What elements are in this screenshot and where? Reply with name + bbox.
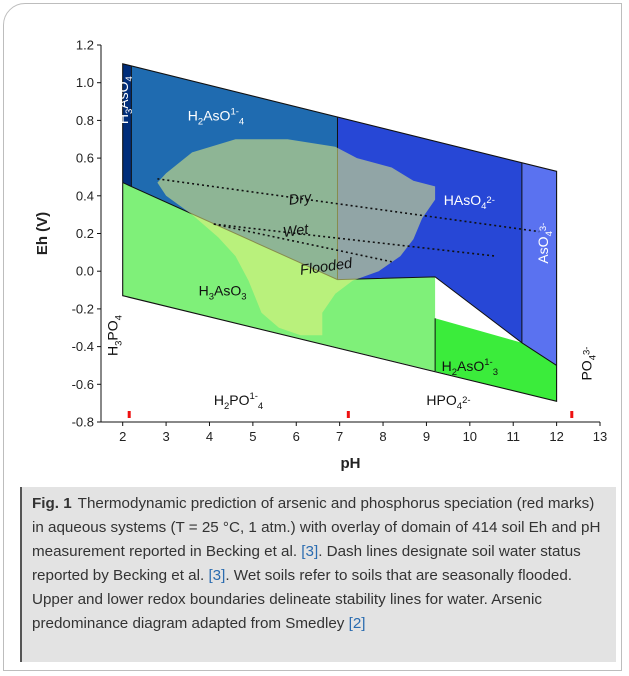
species-label-h2aso4: H2AsO1-4 [188,106,244,127]
status-line-wet [213,223,496,257]
region-aso4 [521,162,557,366]
x-axis-label: pH [341,455,361,472]
caption-ref-3[interactable]: [2] [348,615,366,632]
y-tick-label--0.2: -0.2 [72,301,94,316]
x-tick-label-13: 13 [593,429,607,444]
status-label-flooded: Flooded [299,256,354,279]
figure-caption: Fig. 1 Thermodynamic prediction of arseni… [20,487,616,662]
caption-text-1: Thermodynamic prediction of arsenic and … [32,495,601,560]
x-tick-label-4: 4 [206,429,213,444]
soil-status-lines: Dry Wet Flooded [157,178,540,279]
y-tick-label-0.4: 0.4 [76,188,94,203]
status-label-wet: Wet [282,222,310,242]
x-tick-label-10: 10 [463,429,477,444]
species-label-h3aso4: H3AsO4 [115,76,135,124]
x-tick-label-9: 9 [423,429,430,444]
species-label-h3po4: H3PO4 [104,315,124,356]
y-axis-label: Eh (V) [34,212,51,255]
x-tick-label-12: 12 [549,429,563,444]
species-label-h2aso3: H2AsO1-3 [442,357,498,378]
y-tick-label-1.0: 1.0 [76,75,94,90]
caption-text-2: . Dash lines designate soil water status… [32,543,581,584]
y-tick-label--0.8: -0.8 [72,415,94,430]
pka-mark-3 [570,411,574,418]
region-h3aso4 [122,63,132,187]
caption-ref-1[interactable]: [3] [301,543,319,560]
y-tick-label--0.6: -0.6 [72,377,94,392]
x-tick-label-6: 6 [293,429,300,444]
x-tick-label-7: 7 [336,429,343,444]
species-labels: H3AsO4 H2AsO1-4 HAsO42- AsO43- H3AsO3 H2AsO1-… [104,76,598,412]
caption-ref-2[interactable]: [3] [208,567,226,584]
axes: 2 3 4 5 6 7 8 9 10 11 12 13 -0.8 -0.6 -0.4 -0.2 0.0 0.2 0.… [34,38,607,473]
water-stability-outline [122,63,558,402]
species-label-haso4: HAsO42- [444,192,495,212]
pka-mark-1 [127,411,131,418]
species-label-h3aso3: H3AsO3 [199,283,247,303]
species-label-hpo4: HPO42- [426,392,470,412]
species-label-aso4: AsO43- [535,223,555,264]
eh-ph-chart: Dry Wet Flooded H3AsO4 H2AsO1-4 HAsO42- AsO43… [34,38,607,473]
x-tick-label-2: 2 [119,429,126,444]
figure-frame [3,3,622,671]
y-tick-label-0.6: 0.6 [76,151,94,166]
y-tick-label-0.0: 0.0 [76,264,94,279]
y-tick-label-0.2: 0.2 [76,226,94,241]
species-label-h2po4: H2PO1-4 [214,391,263,412]
status-line-flooded [213,223,392,263]
x-tick-label-11: 11 [506,429,520,444]
figure-label: Fig. 1 [32,495,72,512]
status-label-dry: Dry [288,190,313,209]
y-tick-label-0.8: 0.8 [76,113,94,128]
region-h2aso3 [435,318,557,402]
species-label-po4: PO43- [578,347,598,381]
y-tick-label--0.4: -0.4 [72,339,94,354]
status-line-dry [157,178,540,233]
x-tick-label-8: 8 [379,429,386,444]
x-tick-label-5: 5 [249,429,256,444]
caption-text-3: . Wet soils refer to soils that are seas… [32,567,573,632]
y-tick-label-1.2: 1.2 [76,38,94,53]
pka-mark-2 [346,411,350,418]
x-tick-label-3: 3 [162,429,169,444]
